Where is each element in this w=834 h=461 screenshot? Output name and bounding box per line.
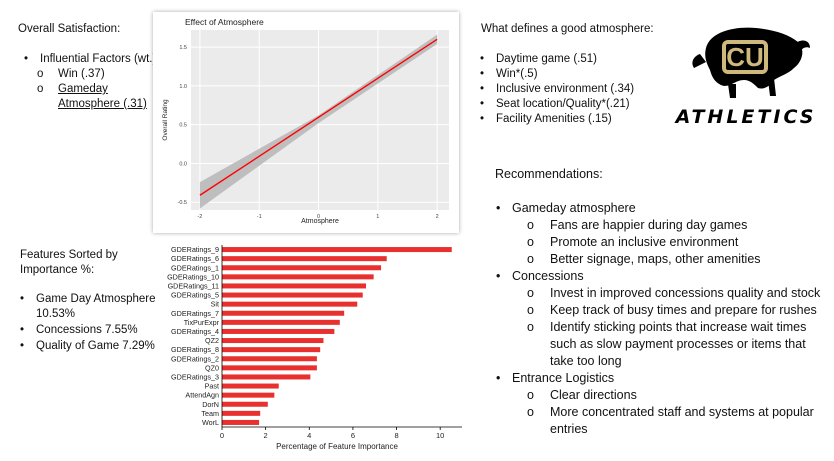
feature-item: Quality of Game 7.29% — [16, 339, 161, 354]
category-label: QZ2 — [205, 336, 219, 345]
bar — [222, 383, 279, 389]
feature-item: Game Day Atmosphere 10.53% — [16, 292, 161, 322]
feature-item: Concessions 7.55% — [16, 323, 161, 338]
buffalo-icon: CU — [692, 27, 810, 98]
category-label: GDERatings_3 — [171, 372, 219, 381]
rec-item: Clear directions — [514, 387, 834, 404]
category-label: DorN — [202, 400, 219, 409]
y-tick-label: 0.5 — [179, 123, 187, 129]
category-label: GDERatings_4 — [171, 327, 219, 336]
bar — [222, 401, 268, 407]
category-label: GDERatings_6 — [171, 254, 219, 263]
y-tick-label: 1.0 — [179, 84, 187, 90]
x-tick-label: 6 — [351, 431, 355, 440]
x-tick-label: -1 — [257, 214, 262, 220]
atmosphere-chart: Effect of Atmosphere -0.5 0.0 0.5 1.0 1.5 -2… — [153, 12, 459, 233]
athletics-wordmark: ATHLETICS — [675, 106, 817, 128]
bar — [222, 419, 260, 425]
atmosphere-list: Daytime game (.51) Win*(.5) Inclusive en… — [476, 52, 676, 127]
bar — [222, 247, 452, 253]
x-axis-label: Atmosphere — [301, 218, 339, 225]
bar — [222, 274, 374, 280]
bar — [222, 356, 317, 362]
atmosphere-chart-svg: Effect of Atmosphere -0.5 0.0 0.5 1.0 1.5 -2… — [162, 17, 449, 225]
x-tick-label: 2 — [264, 431, 268, 440]
bar — [222, 319, 340, 325]
x-tick-label: 2 — [436, 214, 439, 220]
x-tick-label: -2 — [197, 214, 202, 220]
category-label: TixPurExpr — [184, 318, 220, 327]
y-tick-label: 0.0 — [179, 161, 187, 167]
atmosphere-item: Win*(.5) — [476, 67, 676, 82]
x-tick-label: 4 — [307, 431, 311, 440]
overall-satisfaction-title: Overall Satisfaction: — [18, 23, 121, 35]
rec-group-label: Gameday atmosphere — [492, 200, 834, 217]
category-label: Team — [201, 409, 219, 418]
bar — [222, 392, 275, 398]
feature-importance-chart-svg: GDERatings_9GDERatings_6GDERatings_1GDER… — [167, 245, 462, 451]
bar — [222, 328, 335, 334]
category-label: AttendAgn — [185, 391, 219, 400]
atmosphere-item: Daytime game (.51) — [476, 52, 676, 67]
recommendations-title: Recommendations: — [495, 167, 603, 181]
y-tick-label: -0.5 — [178, 200, 187, 206]
category-label: GDERatings_11 — [168, 281, 219, 290]
bar — [222, 365, 317, 371]
atmosphere-item: Seat location/Quality*(.21) — [476, 97, 676, 112]
factor-win: Win (.37) — [24, 67, 160, 82]
atmosphere-title: What defines a good atmosphere: — [481, 23, 654, 35]
rec-item: Keep track of busy times and prepare for… — [514, 302, 834, 319]
rec-item: Invest in improved concessions quality a… — [514, 285, 834, 302]
category-label: WorL — [202, 418, 219, 427]
category-label: GDERatings_2 — [171, 354, 219, 363]
cu-athletics-logo: CU ATHLETICS — [676, 14, 816, 134]
bar — [222, 301, 358, 307]
x-tick-label: 8 — [394, 431, 398, 440]
bar — [222, 338, 324, 344]
x-tick-label: 10 — [436, 431, 444, 440]
regression-line — [199, 38, 438, 196]
recommendations-list: Gameday atmosphere Fans are happier duri… — [492, 200, 834, 438]
feature-importance-chart: GDERatings_9 GDERatings_6 GDERatings_1 GDER… — [152, 238, 462, 456]
x-tick-label: 0 — [220, 431, 224, 440]
influential-factors-list: Influential Factors (wt.) Win (.37) Game… — [20, 52, 160, 112]
rec-group-label: Entrance Logistics — [492, 370, 834, 387]
x-axis-label: Percentage of Feature Importance — [276, 442, 398, 451]
category-label: GDERatings_10 — [167, 272, 219, 281]
rec-item: Fans are happier during day games — [514, 217, 834, 234]
rec-group-label: Concessions — [492, 268, 834, 285]
atmosphere-item: Facility Amenities (.15) — [476, 112, 676, 127]
category-label: QZ0 — [205, 363, 219, 372]
category-label: GDERatings_9 — [171, 245, 219, 254]
bar — [222, 310, 345, 316]
factor-gameday-atmosphere: Gameday Atmosphere (.31) — [24, 82, 160, 112]
rec-item: Promote an inclusive environment — [514, 234, 834, 251]
category-label: Past — [205, 382, 219, 391]
rec-item: Better signage, maps, other amenities — [514, 251, 834, 268]
y-tick-label: 1.5 — [179, 45, 187, 51]
category-label: Sit — [211, 300, 219, 309]
chart-title: Effect of Atmosphere — [185, 17, 264, 27]
bar — [222, 374, 311, 380]
bar — [222, 265, 382, 271]
x-tick-label: 1 — [376, 214, 379, 220]
category-label: GDERatings_7 — [171, 309, 219, 318]
atmosphere-item: Inclusive environment (.34) — [476, 82, 676, 97]
bar — [222, 347, 321, 353]
bar — [222, 410, 261, 416]
rec-item: More concentrated staff and systems at p… — [514, 404, 830, 438]
rec-item: Identify sticking points that increase w… — [514, 319, 830, 370]
category-label: GDERatings_5 — [171, 291, 219, 300]
bar — [222, 292, 363, 298]
category-label: GDERatings_1 — [171, 263, 219, 272]
features-sorted-title: Features Sorted by Importance %: — [20, 249, 118, 276]
cu-monogram: CU — [726, 42, 764, 72]
features-list: Game Day Atmosphere 10.53% Concessions 7… — [16, 292, 161, 354]
bar — [222, 256, 387, 262]
y-axis-label: Overall Rating — [162, 99, 169, 141]
factors-label: Influential Factors (wt.) — [20, 52, 160, 67]
category-label: GDERatings_8 — [171, 345, 219, 354]
x-tick-label: 0 — [317, 214, 320, 220]
bar — [222, 283, 366, 289]
